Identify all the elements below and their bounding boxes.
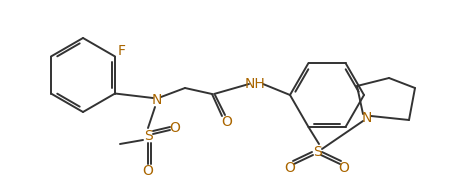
Text: S: S <box>144 129 153 143</box>
Text: O: O <box>170 121 180 135</box>
Text: F: F <box>118 44 126 57</box>
Text: N: N <box>152 93 162 107</box>
Text: O: O <box>143 164 153 178</box>
Text: O: O <box>284 161 296 175</box>
Text: S: S <box>313 145 321 159</box>
Text: O: O <box>221 115 233 129</box>
Text: N: N <box>362 111 372 125</box>
Text: O: O <box>338 161 350 175</box>
Text: NH: NH <box>245 77 266 91</box>
